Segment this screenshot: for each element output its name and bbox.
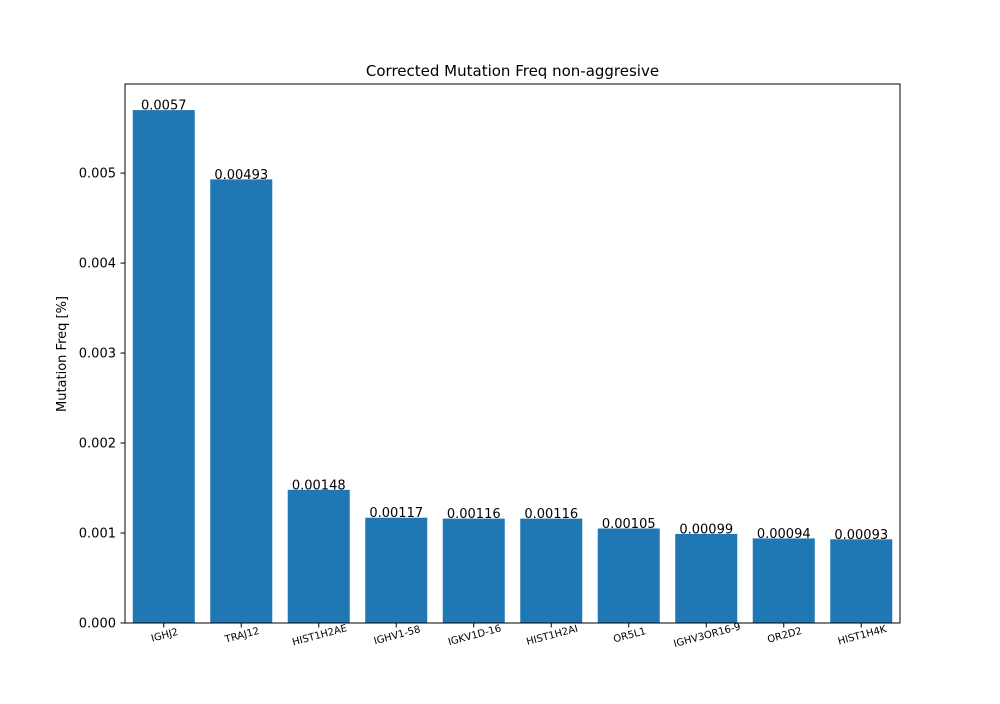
data-label: 0.00148 bbox=[292, 478, 346, 493]
data-label: 0.0057 bbox=[141, 99, 187, 114]
bars-layer bbox=[132, 110, 893, 624]
bar-hist1h2ae bbox=[287, 489, 350, 623]
data-label: 0.00099 bbox=[679, 522, 733, 537]
data-label: 0.00493 bbox=[214, 168, 268, 183]
y-tick-label: 0.000 bbox=[79, 617, 116, 632]
data-label: 0.00116 bbox=[524, 507, 578, 522]
y-tick-label: 0.002 bbox=[79, 437, 116, 452]
bar-igkv1d-16 bbox=[442, 518, 505, 623]
bar-hist1h4k bbox=[830, 539, 893, 623]
bar-traj12 bbox=[210, 179, 273, 623]
data-label: 0.00117 bbox=[369, 506, 423, 521]
data-label: 0.00105 bbox=[602, 517, 656, 532]
bar-ighj2 bbox=[132, 110, 195, 624]
bar-or2d2 bbox=[752, 538, 815, 623]
y-tick-label: 0.004 bbox=[79, 257, 116, 272]
data-label: 0.00094 bbox=[757, 527, 811, 542]
y-tick-label: 0.003 bbox=[79, 347, 116, 362]
y-tick-label: 0.005 bbox=[79, 167, 116, 182]
y-tick-label: 0.001 bbox=[79, 527, 116, 542]
bar-or5l1 bbox=[597, 528, 660, 623]
y-axis-label: Mutation Freq [%] bbox=[55, 296, 70, 412]
data-label: 0.00116 bbox=[447, 507, 501, 522]
chart-title: Corrected Mutation Freq non-aggresive bbox=[366, 62, 659, 80]
y-axis-ticks: 0.000 0.001 0.002 0.003 0.004 0.005 bbox=[79, 167, 125, 632]
bar-hist1h2ai bbox=[520, 518, 583, 623]
bar-ighv1-58 bbox=[365, 517, 428, 623]
bar-ighv3or16-9 bbox=[675, 533, 738, 623]
data-label: 0.00093 bbox=[834, 528, 888, 543]
plot-area-frame bbox=[124, 83, 901, 624]
data-labels-layer: 0.0057 0.00493 0.00148 0.00117 0.00116 0.0011… bbox=[141, 99, 888, 543]
